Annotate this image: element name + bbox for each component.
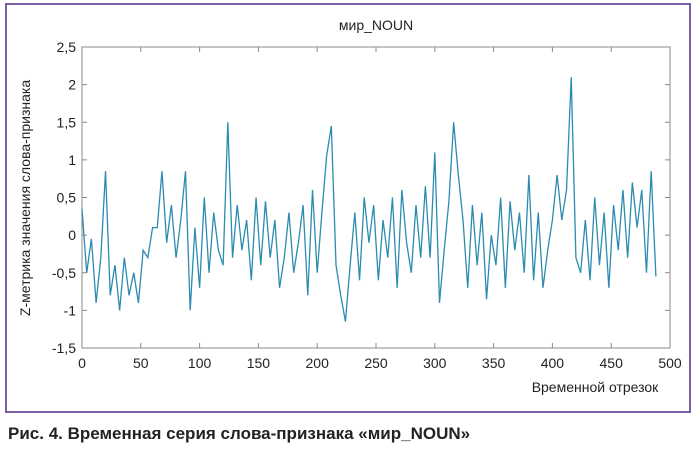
x-tick-label: 150 (247, 355, 271, 371)
x-tick-label: 50 (133, 355, 149, 371)
y-tick-label: 2 (68, 77, 76, 93)
figure-border (5, 3, 691, 413)
y-axis-label: Z-метрика значения слова-признака (17, 80, 33, 316)
chart-title: мир_NOUN (339, 17, 413, 33)
y-tick-label: -0,5 (52, 265, 76, 281)
x-tick-label: 450 (600, 355, 624, 371)
x-tick-label: 0 (78, 355, 86, 371)
caption: Рис. 4. Временная серия слова-признака «… (8, 424, 471, 443)
chart: мир_NOUN Временной отрезок Z-метрика зна… (5, 3, 691, 413)
x-tick-label: 250 (364, 355, 388, 371)
x-tick-label: 350 (482, 355, 506, 371)
y-tick-label: 0 (68, 227, 76, 243)
x-tick-label: 500 (658, 355, 682, 371)
x-tick-label: 100 (188, 355, 212, 371)
x-tick-label: 200 (306, 355, 330, 371)
y-tick-label: 2,5 (57, 39, 77, 55)
plot-frame (81, 46, 671, 349)
y-tick-label: 1,5 (57, 114, 77, 130)
x-tick-label: 300 (423, 355, 447, 371)
y-tick-label: 1 (68, 152, 76, 168)
data-line (81, 77, 657, 322)
x-axis-label: Временной отрезок (532, 379, 659, 395)
y-tick-label: 0,5 (57, 190, 77, 206)
y-tick-label: -1,5 (52, 340, 76, 356)
x-tick-label: 400 (541, 355, 565, 371)
y-tick-label: -1 (64, 302, 77, 318)
